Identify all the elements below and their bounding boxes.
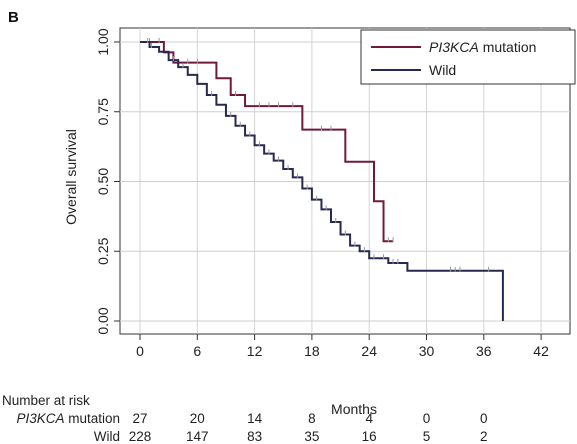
risk-value: 14 [247,411,263,426]
risk-value: 5 [423,429,431,444]
x-tick-label: 0 [136,343,144,359]
legend-label: Wild [429,62,456,78]
legend-label-suffix: mutation [479,39,537,55]
risk-row-label: PI3KCA mutation [16,411,120,426]
x-tick-label: 24 [361,343,377,359]
y-tick-label: 1.00 [95,28,111,55]
legend-label-gene: PI3KCA [429,39,479,55]
km-curve-wild [140,41,504,321]
y-tick-label: 0.00 [95,307,111,334]
x-tick-label: 12 [247,343,263,359]
y-tick-label: 0.25 [95,237,111,264]
risk-value: 4 [365,411,373,426]
risk-row-label-suffix: mutation [64,411,120,426]
x-tick-label: 42 [533,343,549,359]
y-tick-label: 0.50 [95,168,111,195]
panel-label: B [8,9,19,26]
plot-area: 0 6 12 18 24 30 36 42 0.00 0.25 0.50 0.75 1.00 [95,27,571,359]
risk-value: 35 [304,429,319,444]
legend-label: PI3KCA mutation [429,39,536,55]
risk-value: 20 [190,411,205,426]
risk-table: Number at risk PI3KCA mutation 27 20 14 8 4 0 0 W… [2,393,488,444]
km-curve-mutation [140,41,394,243]
x-tick-label: 30 [419,343,435,359]
y-axis-title: Overall survival [63,129,79,225]
risk-value: 147 [186,429,209,444]
risk-value: 2 [480,429,488,444]
risk-value: 27 [132,411,147,426]
risk-row-label: Wild [94,429,120,444]
x-tick-label: 36 [476,343,492,359]
risk-row-label-gene: PI3KCA [16,411,64,426]
risk-value: 228 [129,429,152,444]
x-tick-label: 6 [193,343,201,359]
legend: PI3KCA mutation Wild [360,29,576,85]
risk-value: 16 [362,429,377,444]
risk-value: 8 [308,411,316,426]
x-tick-label: 18 [304,343,320,359]
risk-table-title: Number at risk [2,393,90,408]
risk-value: 0 [480,411,488,426]
risk-value: 83 [247,429,262,444]
y-tick-label: 0.75 [95,98,111,125]
risk-value: 0 [423,411,431,426]
legend-box [360,29,576,85]
x-axis-title: Months [331,401,377,417]
